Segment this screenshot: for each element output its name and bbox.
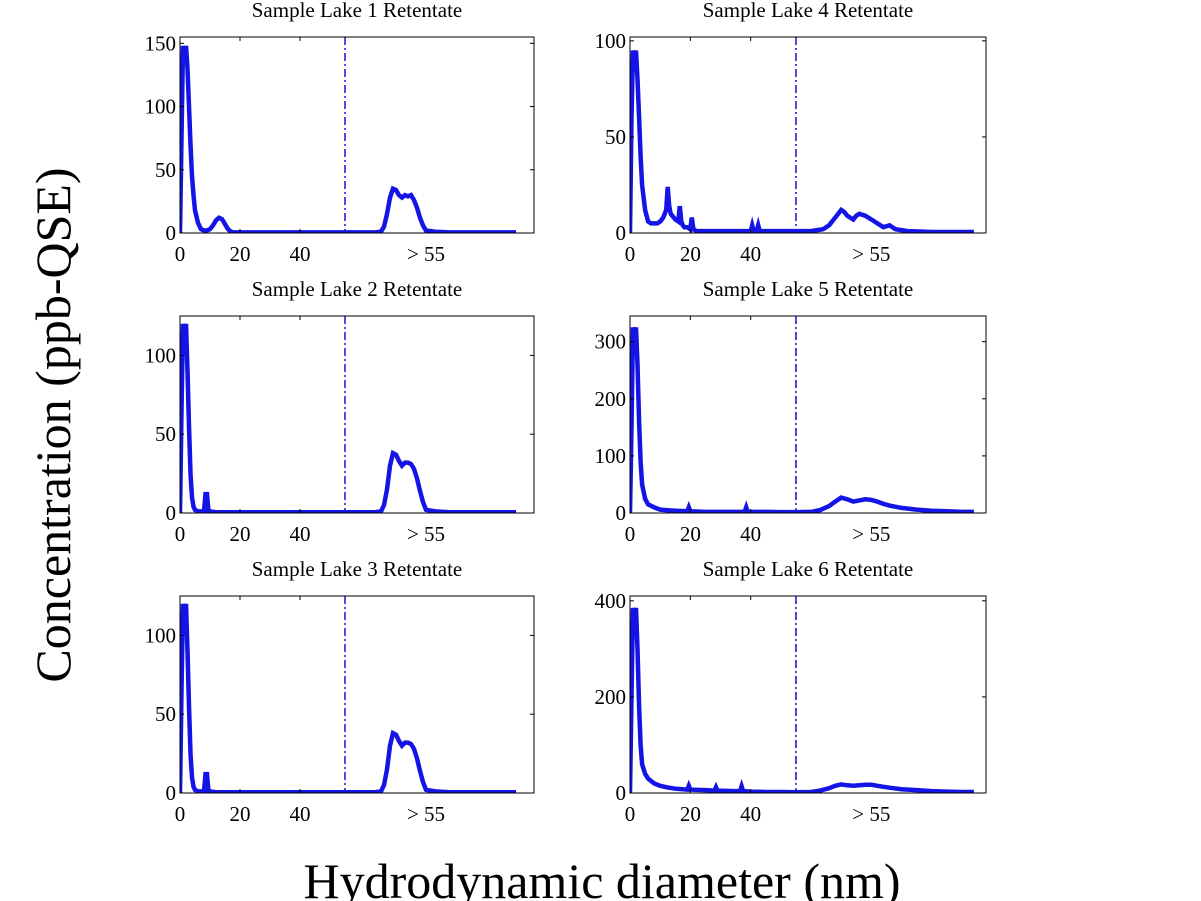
axes-box [179, 315, 535, 514]
chart-title: Sample Lake 4 Retentate [703, 0, 914, 22]
x-tick-label: 40 [740, 802, 761, 826]
y-tick-label: 300 [595, 330, 627, 354]
chart-panel-2: Sample Lake 4 Retentate 0 50 100 0 20 40 > 55 [595, 0, 987, 266]
y-tick-label: 200 [595, 387, 627, 411]
x-tick-label: 0 [175, 242, 186, 266]
series-line [180, 45, 516, 233]
y-tick-label: 50 [605, 125, 626, 149]
chart-panel-4: Sample Lake 5 Retentate 0 100 200 300 0 20 40 > … [595, 277, 987, 546]
y-tick-label: 50 [155, 422, 176, 446]
figure-x-axis-label: Hydrodynamic diameter (nm) [303, 853, 900, 901]
y-tick-label: 0 [166, 501, 177, 525]
x-tick-label: 0 [625, 802, 636, 826]
panels-group: Sample Lake 1 Retentate 0 50 100 150 0 20 40 > 5… [145, 0, 987, 826]
y-tick-label: 100 [595, 29, 627, 53]
axes-box [179, 36, 535, 234]
x-tick-label: 20 [230, 242, 251, 266]
chart-panel-3: Sample Lake 2 Retentate 0 50 100 0 20 40 > 55 [145, 277, 535, 546]
y-tick-label: 100 [595, 444, 627, 468]
y-tick-label: 0 [616, 221, 627, 245]
y-tick-label: 0 [616, 501, 627, 525]
x-tick-label-overflow: > 55 [852, 802, 890, 826]
x-tick-label: 20 [680, 242, 701, 266]
x-tick-label: 40 [290, 242, 311, 266]
series-line [630, 327, 974, 513]
x-tick-label: 0 [625, 522, 636, 546]
y-tick-label: 0 [166, 781, 177, 805]
series-line [630, 607, 974, 793]
y-tick-label: 150 [145, 31, 177, 55]
series-line [630, 50, 974, 233]
chart-title: Sample Lake 1 Retentate [252, 0, 463, 22]
y-tick-label: 0 [166, 221, 177, 245]
x-tick-label: 20 [230, 522, 251, 546]
x-tick-label: 20 [230, 802, 251, 826]
y-tick-label: 0 [616, 781, 627, 805]
axes-box [629, 36, 987, 234]
x-tick-label: 40 [290, 522, 311, 546]
figure-y-axis-label: Concentration (ppb-QSE) [25, 167, 81, 682]
chart-panel-5: Sample Lake 3 Retentate 0 50 100 0 20 40 > 55 [145, 557, 535, 826]
chart-title: Sample Lake 3 Retentate [252, 557, 463, 581]
x-tick-label: 0 [175, 802, 186, 826]
x-tick-label: 40 [740, 242, 761, 266]
y-tick-label: 200 [595, 685, 627, 709]
y-tick-label: 50 [155, 158, 176, 182]
chart-panel-6: Sample Lake 6 Retentate 0 200 400 0 20 40 > 55 [595, 557, 987, 826]
x-tick-label: 40 [740, 522, 761, 546]
chart-title: Sample Lake 5 Retentate [703, 277, 914, 301]
axes-box [629, 595, 987, 794]
x-tick-label: 0 [625, 242, 636, 266]
x-tick-label-overflow: > 55 [852, 522, 890, 546]
chart-panel-1: Sample Lake 1 Retentate 0 50 100 150 0 20 40 > 5… [145, 0, 535, 266]
y-tick-label: 100 [145, 623, 177, 647]
x-tick-label: 0 [175, 522, 186, 546]
y-tick-label: 400 [595, 589, 627, 613]
axes-box [179, 595, 535, 794]
chart-title: Sample Lake 6 Retentate [703, 557, 914, 581]
x-tick-label-overflow: > 55 [407, 242, 445, 266]
chart-title: Sample Lake 2 Retentate [252, 277, 463, 301]
x-tick-label-overflow: > 55 [407, 522, 445, 546]
y-tick-label: 50 [155, 702, 176, 726]
axes-box [629, 315, 987, 514]
x-tick-label-overflow: > 55 [407, 802, 445, 826]
x-tick-label: 20 [680, 522, 701, 546]
y-tick-label: 100 [145, 95, 177, 119]
x-tick-label: 20 [680, 802, 701, 826]
x-tick-label-overflow: > 55 [852, 242, 890, 266]
x-tick-label: 40 [290, 802, 311, 826]
y-tick-label: 100 [145, 343, 177, 367]
